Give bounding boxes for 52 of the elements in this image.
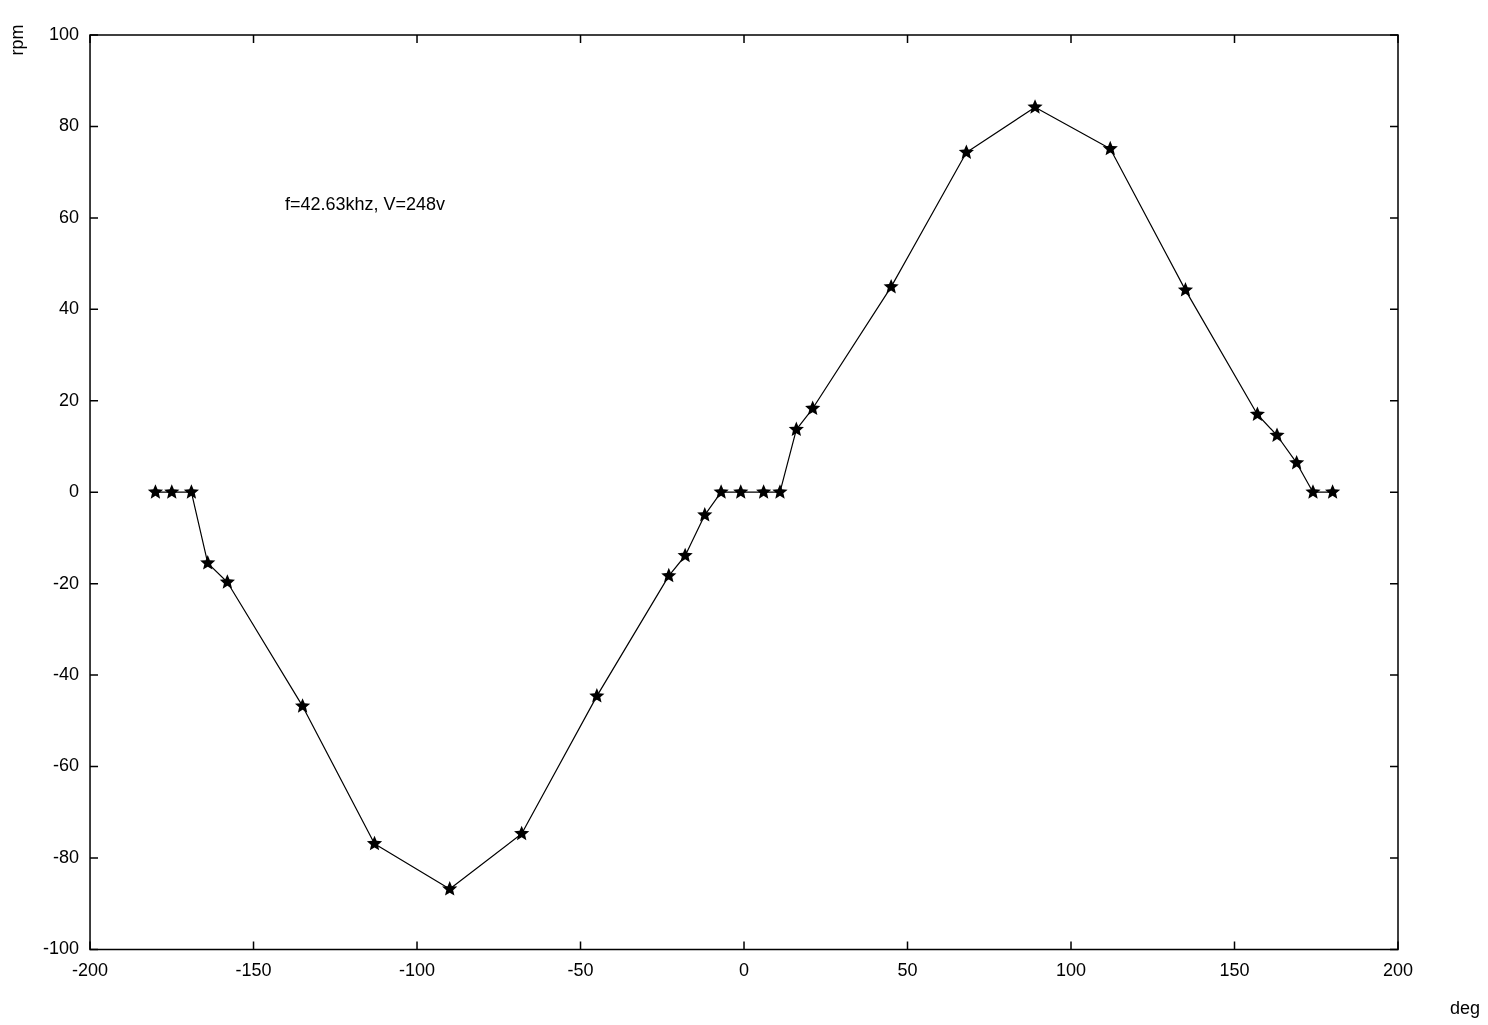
x-tick-label: -50 [567,960,594,981]
x-tick-label: 100 [1055,960,1087,981]
y-tick-label: -40 [53,664,80,685]
point [147,484,164,499]
point [442,881,458,896]
y-tick-label: 60 [59,206,80,227]
point [294,698,311,713]
point [200,555,216,570]
y-tick-label: 80 [59,115,80,136]
point [1324,484,1341,499]
point [883,278,899,294]
x-tick-label: 0 [739,960,750,981]
x-tick-label: -100 [399,960,436,981]
y-tick-label: 40 [59,298,80,319]
point [661,567,677,583]
point [805,400,821,416]
x-tick-label: 150 [1219,960,1250,981]
y-tick-label: -100 [43,938,80,959]
point [1027,99,1043,114]
point [697,507,713,522]
point [677,547,693,563]
point [514,825,530,841]
point [713,484,729,499]
point [1269,427,1285,442]
point [1102,140,1118,156]
y-tick-label: -80 [53,846,80,867]
x-axis-title: deg [1449,997,1480,1018]
point [756,484,772,499]
y-tick-label: -60 [53,755,80,776]
point [1249,406,1265,421]
point [958,144,974,159]
x-tick-label: -200 [72,960,109,981]
point [1177,282,1194,297]
y-tick-label: -20 [53,572,80,593]
y-tick-label: 100 [48,23,80,44]
point [772,484,788,499]
point [219,574,235,589]
point [788,421,804,437]
point [733,484,749,499]
point [1289,454,1305,470]
x-tick-label: 200 [1382,960,1414,981]
point [183,484,199,499]
x-tick-label: 50 [897,960,918,981]
y-axis-title: rpm [6,24,27,56]
point [1305,484,1321,499]
y-tick-label: 0 [69,481,80,502]
y-tick-label: 20 [59,389,80,410]
annotation: f=42.63khz, V=248v [285,193,446,214]
point [589,688,605,703]
point [366,835,383,851]
x-tick-label: -150 [235,960,272,981]
point [164,484,180,499]
